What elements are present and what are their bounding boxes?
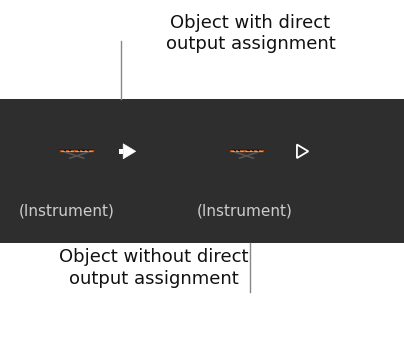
Text: (Instrument): (Instrument) xyxy=(19,203,115,218)
Bar xyxy=(119,149,123,154)
Bar xyxy=(89,151,93,152)
Bar xyxy=(66,151,70,152)
Bar xyxy=(249,151,253,152)
Bar xyxy=(75,151,79,152)
Bar xyxy=(240,151,244,152)
Text: Object with direct
output assignment: Object with direct output assignment xyxy=(166,14,335,53)
Bar xyxy=(252,150,254,151)
Bar xyxy=(236,151,240,152)
Bar xyxy=(0,99,404,243)
Bar xyxy=(245,151,249,152)
Text: Object without direct
output assignment: Object without direct output assignment xyxy=(59,248,248,288)
Bar xyxy=(61,151,65,152)
Bar xyxy=(234,150,236,151)
Polygon shape xyxy=(123,144,136,159)
Bar xyxy=(259,151,263,152)
Bar xyxy=(238,150,240,151)
Bar xyxy=(257,150,259,151)
Polygon shape xyxy=(229,149,264,150)
Bar xyxy=(84,151,88,152)
Bar xyxy=(64,150,66,151)
Polygon shape xyxy=(59,149,94,150)
Bar xyxy=(231,151,235,152)
Bar xyxy=(80,151,84,152)
Polygon shape xyxy=(59,149,94,152)
Bar xyxy=(248,150,250,151)
Bar xyxy=(69,150,71,151)
Text: (Instrument): (Instrument) xyxy=(196,203,292,218)
Bar xyxy=(254,151,258,152)
Polygon shape xyxy=(229,149,264,152)
Bar xyxy=(82,150,84,151)
Bar xyxy=(78,150,80,151)
Bar xyxy=(70,151,74,152)
Bar xyxy=(87,150,89,151)
